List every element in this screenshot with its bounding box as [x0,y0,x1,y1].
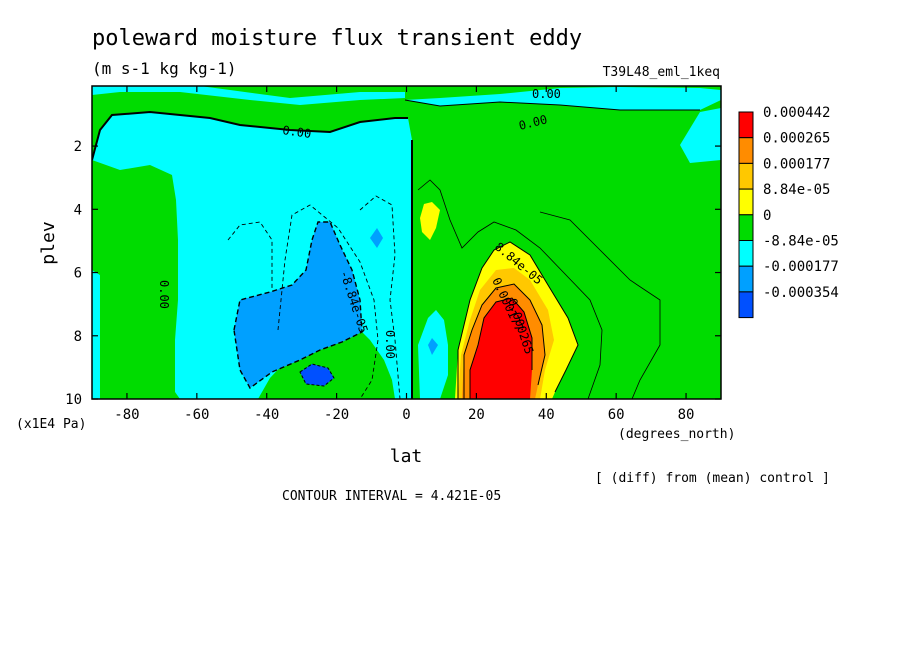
x-tick-label: -60 [184,407,209,423]
legend-label: 0 [763,208,771,224]
y-tick-label: 8 [74,329,82,345]
fill-negative-medium [234,222,362,388]
contour-label: 0.00 [157,280,171,309]
x-tick-label: -80 [114,407,139,423]
contour-label: 0.00 [383,330,397,359]
contour-interval: CONTOUR INTERVAL = 4.421E-05 [282,489,501,504]
x-tick-label: 80 [678,407,695,423]
run-label: T39L48_eml_1keq [603,65,720,80]
contour-label: 0.00 [282,123,313,141]
x-tick-label: 20 [468,407,485,423]
fill-negative-top-right [680,108,721,163]
chart-subtitle: (m s-1 kg kg-1) [92,59,237,78]
y-axis-label: plev [38,221,59,264]
plot-area [92,86,721,399]
x-tick-label: 0 [402,407,410,423]
legend-swatch [738,111,754,139]
x-tick-label: -20 [324,407,349,423]
x-axis: -80 -60 -40 -20 0 20 40 60 80 [114,86,694,423]
legend-label: -8.84e-05 [763,234,839,250]
legend-swatch [738,240,754,267]
x-tick-label: 40 [538,407,555,423]
y-axis: 2 4 6 8 10 [65,139,721,408]
fill-positive-red [470,298,532,399]
legend-label: 8.84e-05 [763,182,830,198]
legend-label: 0.000442 [763,105,830,121]
fill-negative-strong [300,364,334,386]
y-tick-label: 2 [74,139,82,155]
legend-label: -0.000177 [763,259,839,275]
y-axis-units: (x1E4 Pa) [16,417,86,432]
legend-swatch [738,265,754,293]
legend-swatch [738,162,754,190]
fill-positive-yellow-small [420,202,440,240]
color-legend: 0.000442 0.000265 0.000177 8.84e-05 0 -8.84e-… [738,105,839,319]
y-tick-label: 10 [65,392,82,408]
diff-note: [ (diff) from (mean) control ] [595,471,830,486]
x-axis-units: (degrees_north) [618,427,735,442]
x-tick-label: 60 [608,407,625,423]
legend-label: -0.000354 [763,285,839,301]
fill-negative-tropical [418,310,448,399]
fill-negative-top-left [92,86,405,105]
legend-label: 0.000265 [763,131,830,147]
chart-title: poleward moisture flux transient eddy [92,26,582,51]
fill-negative-far-south [92,270,100,399]
legend-label: 0.000177 [763,156,830,172]
y-tick-label: 6 [74,266,82,282]
contour-label: 0.00 [517,112,548,133]
legend-swatch [738,188,754,216]
x-axis-label: lat [390,446,423,467]
legend-swatch [738,137,754,164]
legend-swatch [738,291,754,319]
legend-swatch [738,214,754,242]
contour-label: 0.00 [532,87,561,101]
fill-negative-medium-small [370,228,383,248]
fill-negative-medium-eq [428,338,438,355]
fill-negative-top-band [405,87,721,110]
x-tick-label: -40 [254,407,279,423]
y-tick-label: 4 [74,202,82,218]
